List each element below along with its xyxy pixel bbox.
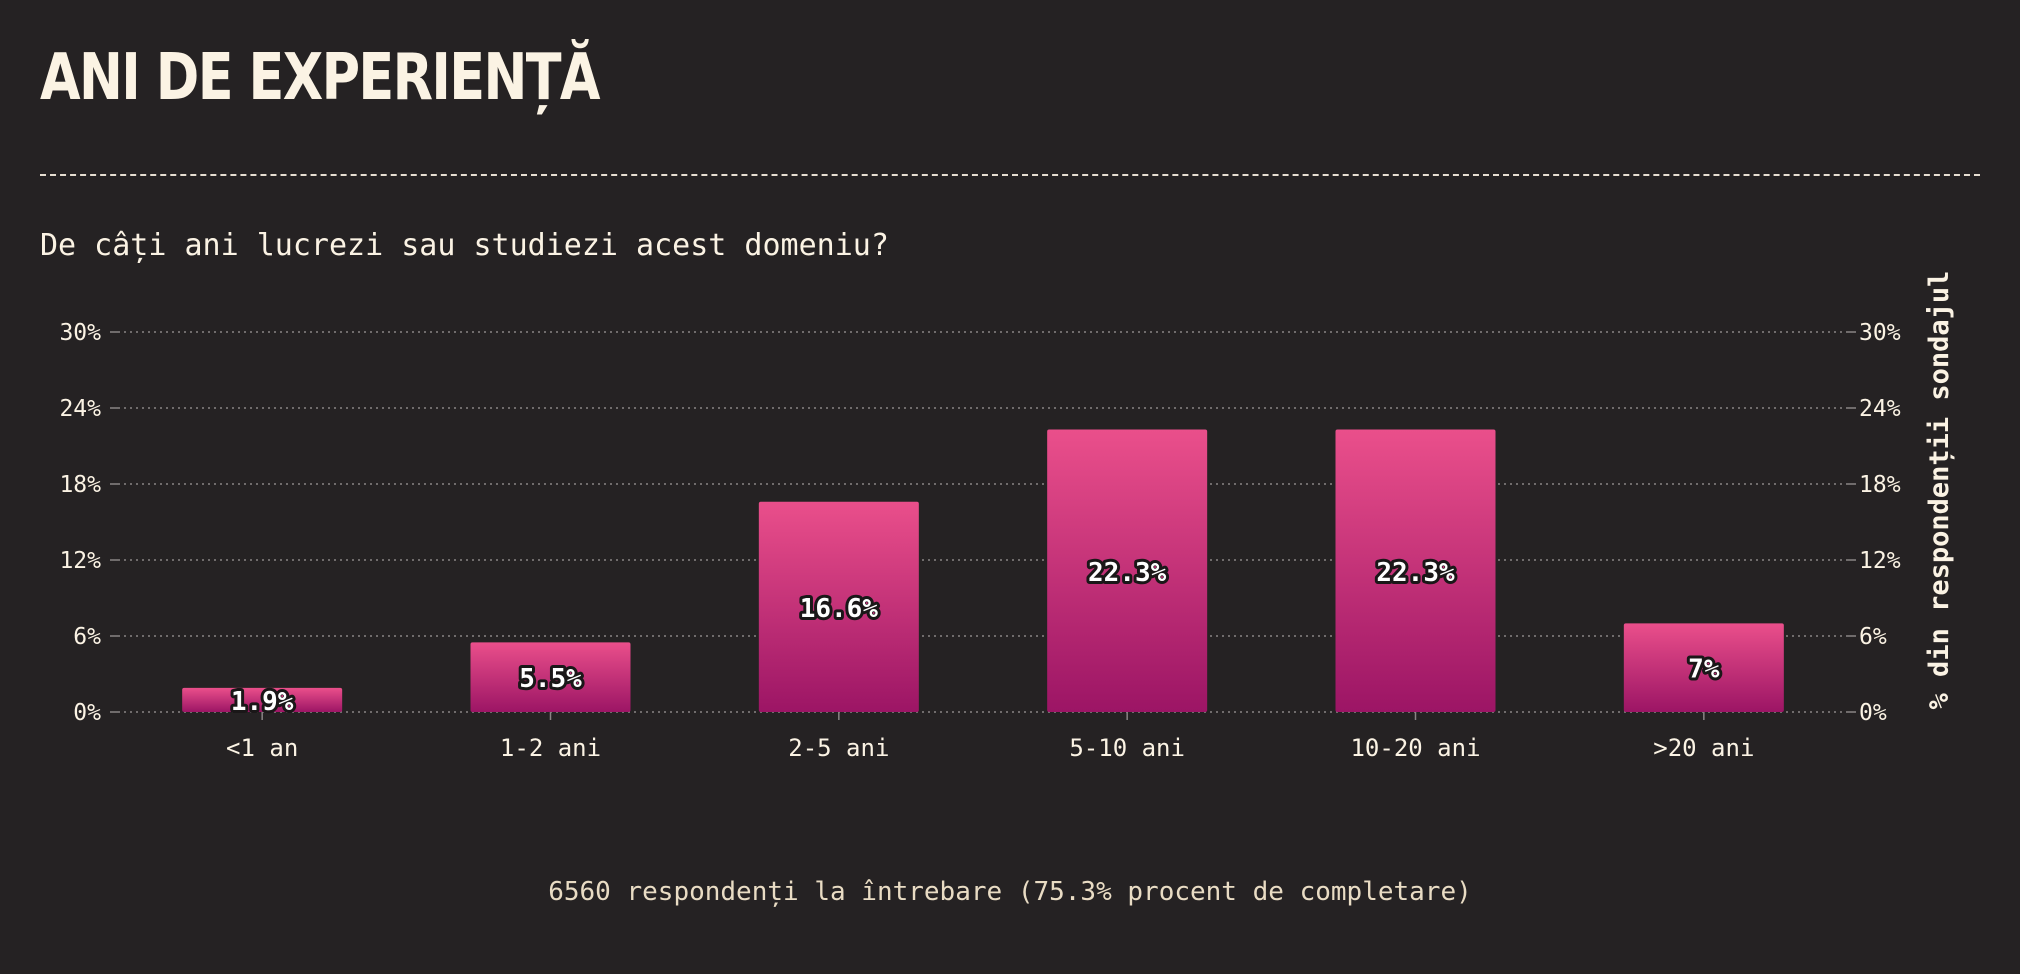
y-tick-label-right: 12% — [1859, 548, 1901, 574]
bar — [1335, 429, 1496, 712]
bar-value-label: 7% — [1688, 655, 1720, 685]
x-tick-label: 10-20 ani — [1350, 734, 1480, 762]
gridlines — [118, 331, 1848, 713]
y-tick-label-left: 30% — [59, 320, 101, 346]
bar — [1623, 623, 1784, 712]
bar — [1047, 429, 1208, 712]
x-tick-label: <1 an — [226, 734, 298, 762]
y-tick-label-right: 6% — [1859, 624, 1887, 650]
y-axis-title: % din respondenții sondajul — [1924, 271, 1955, 710]
chart-subtitle: De câți ani lucrezi sau studiezi acest d… — [40, 228, 889, 263]
y-axis-ticks: 0% 0% 6% 6% 12% 12% 18% 18% 24% 24% 30% 30% — [59, 320, 1900, 726]
bars: 1.9%5.5%16.6%22.3% 22.3%7% — [182, 429, 1784, 720]
bar-value-label: 16.6% — [800, 594, 879, 624]
bar — [758, 501, 919, 712]
y-tick-label-right: 0% — [1859, 700, 1887, 726]
x-tick-label: >20 ani — [1653, 734, 1754, 762]
x-tick-label: 5-10 ani — [1069, 734, 1185, 762]
bar — [470, 642, 631, 712]
bar-value-label: 22.3% — [1376, 558, 1455, 588]
respondents-note: 6560 respondenți la întrebare (75.3% pro… — [548, 877, 1472, 907]
y-tick-label-left: 6% — [73, 624, 101, 650]
x-axis-ticks: <1 an 1-2 ani 2-5 ani 5-10 ani 10-20 ani >20 … — [226, 712, 1754, 762]
x-tick-label: 2-5 ani — [788, 734, 889, 762]
bar-value-label: 5.5% — [519, 664, 582, 694]
y-tick-label-left: 12% — [59, 548, 101, 574]
bar — [182, 687, 343, 712]
y-tick-label-left: 18% — [59, 472, 101, 498]
page-title: ANI DE EXPERIENȚĂ — [40, 41, 601, 115]
x-tick-label: 1-2 ani — [500, 734, 601, 762]
y-tick-label-left: 24% — [59, 396, 101, 422]
y-tick-label-right: 24% — [1859, 396, 1901, 422]
y-tick-label-right: 30% — [1859, 320, 1901, 346]
y-tick-label-left: 0% — [73, 700, 101, 726]
y-tick-label-right: 18% — [1859, 472, 1901, 498]
title-divider — [40, 174, 1980, 176]
bar-value-label: 22.3% — [1088, 558, 1167, 588]
